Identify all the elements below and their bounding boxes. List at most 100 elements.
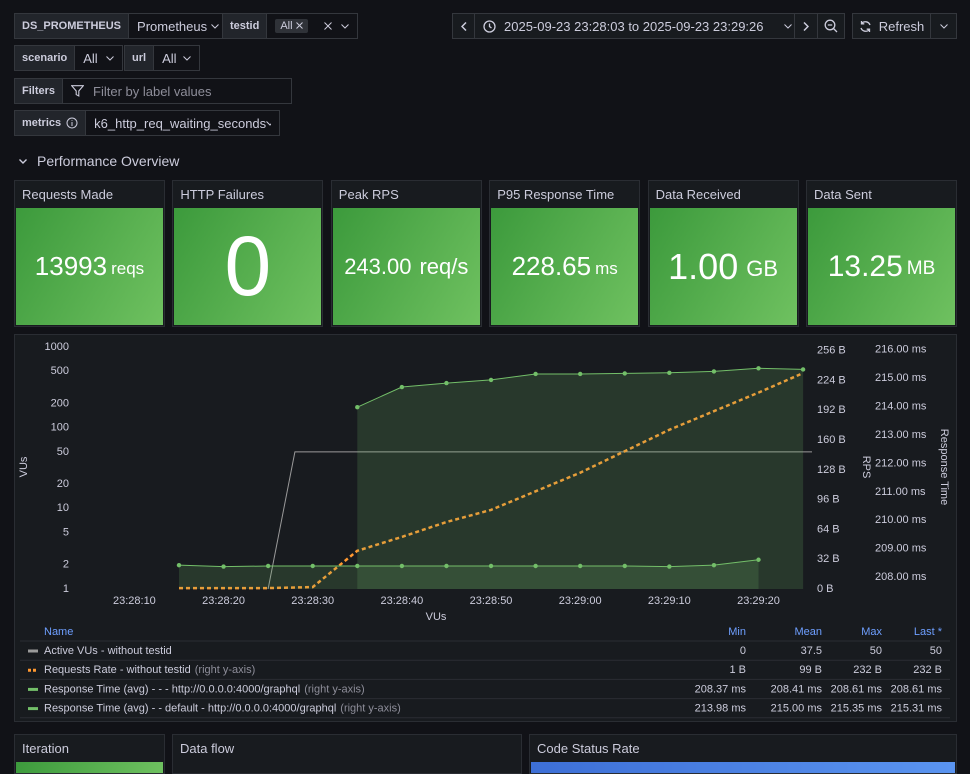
value-text: All bbox=[83, 50, 98, 66]
variable-label: url bbox=[124, 45, 155, 71]
legend-max: 215.35 ms bbox=[831, 703, 883, 715]
legend-max: 208.61 ms bbox=[831, 683, 883, 695]
series-point bbox=[488, 377, 494, 383]
y3-axis-label: Response Time bbox=[938, 429, 950, 505]
variable[interactable]: scenario All bbox=[14, 45, 124, 71]
variable[interactable]: DS_PROMETHEUS Prometheus bbox=[14, 13, 229, 39]
series-line bbox=[267, 451, 812, 590]
x-axis-label: VUs bbox=[426, 611, 447, 623]
y3-tick-label: 209.00 ms bbox=[875, 543, 927, 555]
stat-title: Requests Made bbox=[22, 187, 114, 202]
panel-title: Data flow bbox=[180, 741, 235, 756]
series-point bbox=[533, 563, 538, 569]
time-range: 2025-09-23 23:28:03 to 2025-09-23 23:29:… bbox=[504, 18, 764, 34]
variable-value[interactable]: All bbox=[267, 13, 359, 39]
x-tick-label: 23:29:20 bbox=[737, 595, 780, 607]
y3-tick-label: 210.00 ms bbox=[875, 514, 927, 526]
series-point bbox=[667, 370, 672, 376]
stat-body: 228.65 ms bbox=[491, 208, 639, 325]
y3-tick-label: 213.00 ms bbox=[875, 429, 927, 441]
filter-icon bbox=[71, 85, 85, 97]
y-tick-label: 500 bbox=[51, 365, 69, 377]
legend-min: 0 bbox=[740, 645, 746, 657]
filter-input[interactable]: Filter by label values bbox=[63, 78, 293, 104]
stat-title: P95 Response Time bbox=[497, 187, 615, 202]
legend-header: Mean bbox=[794, 626, 822, 638]
refresh-interval-button[interactable] bbox=[930, 13, 957, 39]
stat-title: Data Sent bbox=[814, 187, 872, 202]
series-point bbox=[667, 564, 672, 569]
stat-body: 243.00 req/s bbox=[332, 208, 480, 325]
y2-tick-label: 128 B bbox=[817, 464, 846, 476]
stat-value: 1.00 bbox=[668, 245, 739, 287]
legend-last: 232 B bbox=[913, 664, 942, 676]
chip[interactable]: All bbox=[275, 19, 308, 33]
legend-min: 213.98 ms bbox=[695, 703, 747, 715]
series-point bbox=[622, 563, 627, 569]
clear-icon[interactable] bbox=[324, 22, 333, 30]
stat-title: HTTP Failures bbox=[180, 187, 264, 202]
legend-mean: 37.5 bbox=[801, 645, 822, 657]
x-tick-label: 23:28:50 bbox=[470, 595, 513, 607]
stat-value: 228.65 bbox=[511, 251, 592, 281]
time-picker[interactable]: 2025-09-23 23:28:03 to 2025-09-23 23:29:… bbox=[474, 13, 795, 39]
series-line bbox=[179, 371, 804, 590]
legend-header: Max bbox=[861, 626, 882, 638]
legend-entry[interactable]: Active VUs - without testid bbox=[44, 645, 172, 657]
filters[interactable]: Filters Filter by label values bbox=[14, 78, 293, 104]
zoom-out-button[interactable] bbox=[817, 13, 845, 39]
variable-value[interactable]: All bbox=[75, 45, 124, 71]
y2-tick-label: 192 B bbox=[817, 404, 846, 416]
series-point bbox=[711, 562, 717, 568]
variable[interactable]: metrics k6_http_req_waiting_seconds bbox=[14, 110, 281, 136]
legend-mean: 215.00 ms bbox=[771, 703, 823, 715]
series-point bbox=[800, 367, 806, 372]
row-title: Performance Overview bbox=[37, 153, 180, 169]
legend-last: 50 bbox=[930, 645, 942, 657]
y-tick-label: 200 bbox=[51, 397, 69, 409]
label-text: metrics bbox=[22, 117, 62, 129]
variable[interactable]: testid All bbox=[222, 13, 359, 39]
refresh-button[interactable]: Refresh bbox=[852, 13, 931, 39]
y-tick-label: 1000 bbox=[45, 341, 69, 353]
row-header[interactable]: Performance Overview bbox=[19, 152, 179, 170]
stat-title: Data Received bbox=[655, 187, 741, 202]
variable-value[interactable]: k6_http_req_waiting_seconds bbox=[86, 110, 281, 136]
y3-tick-label: 215.00 ms bbox=[875, 372, 927, 384]
legend-note: (right y-axis) bbox=[340, 703, 401, 715]
series-area bbox=[357, 368, 804, 589]
stat-panel: Requests Made 13993 reqs bbox=[14, 180, 165, 327]
variable-value[interactable]: All bbox=[154, 45, 201, 71]
chevron-left bbox=[460, 21, 467, 31]
y2-tick-label: 256 B bbox=[817, 345, 846, 357]
stat-panel: HTTP Failures 0 bbox=[172, 180, 324, 327]
series-point bbox=[622, 371, 627, 376]
series-line bbox=[178, 559, 759, 568]
panel-title: Code Status Rate bbox=[537, 741, 640, 756]
panel-title: Iteration bbox=[22, 741, 69, 756]
chevron bbox=[106, 55, 115, 61]
series-point bbox=[221, 564, 226, 569]
x-tick-label: 23:28:40 bbox=[380, 595, 423, 607]
legend-entry[interactable]: Response Time (avg) - - default - http:/… bbox=[44, 703, 401, 715]
stat-panel: Data Received 1.00 GB bbox=[647, 180, 799, 327]
value-text: All bbox=[280, 20, 293, 32]
chevron bbox=[211, 23, 219, 29]
legend-max: 50 bbox=[870, 645, 882, 657]
stat-value: 13.25 bbox=[827, 249, 903, 283]
legend-entry[interactable]: Response Time (avg) - - - http://0.0.0.0… bbox=[44, 683, 365, 695]
stat-body: 13993 reqs bbox=[16, 208, 163, 325]
chevron bbox=[939, 23, 948, 29]
legend-entry[interactable]: Requests Rate - without testid (right y-a… bbox=[44, 664, 255, 676]
y3-tick-label: 214.00 ms bbox=[875, 401, 927, 413]
panel: Data flow bbox=[172, 734, 522, 774]
filters-label: Filters bbox=[14, 78, 64, 104]
variable[interactable]: url All bbox=[124, 45, 201, 71]
series-point bbox=[355, 563, 360, 569]
y-axis-label: VUs bbox=[18, 456, 30, 477]
stat-value: 0 bbox=[224, 219, 272, 313]
value-text: All bbox=[162, 50, 177, 66]
y3-tick-label: 216.00 ms bbox=[875, 344, 927, 356]
collapse-chevron bbox=[19, 158, 27, 164]
legend-note: (right y-axis) bbox=[304, 683, 365, 695]
